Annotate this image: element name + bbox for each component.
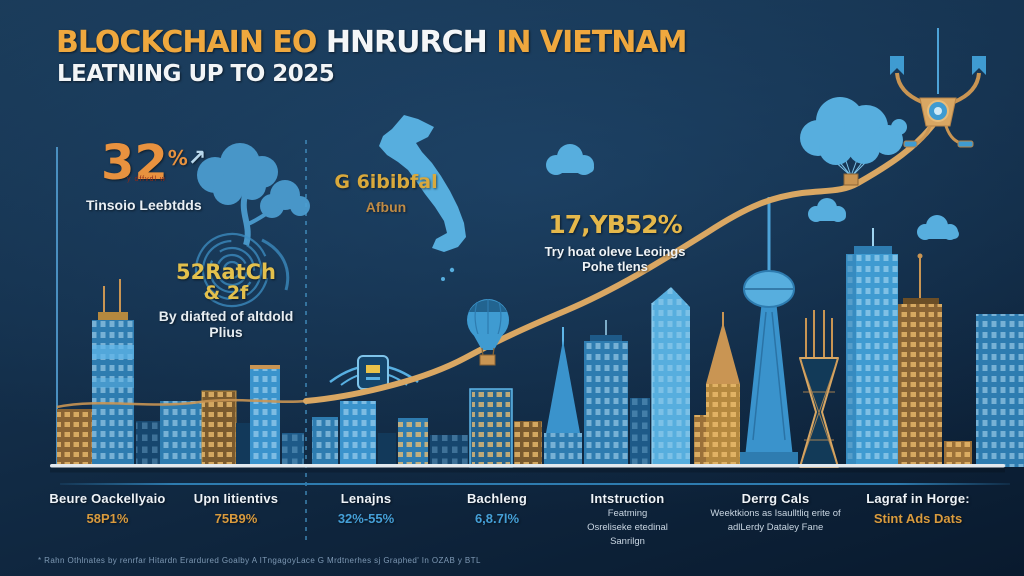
footer-stat-note-line: adlLerdy Dataley Fane — [727, 522, 824, 533]
map-label: G 6ibibfal Afbun — [328, 171, 444, 215]
highlight-line2: & 2f — [203, 282, 249, 304]
bottom-divider-line — [60, 483, 1010, 485]
highlight-line1: 52RatCh — [176, 260, 276, 284]
hot-air-balloon-icon — [467, 299, 509, 366]
footer-stat-label: Beure Oackellyaio — [49, 491, 166, 506]
city-skyline — [57, 197, 1024, 468]
map-label-line2: Afbun — [365, 199, 407, 215]
observation-tower — [740, 197, 798, 467]
lattice-tower — [799, 310, 839, 468]
footer-stat-2: Upn Iitientivs 75B9% — [172, 491, 300, 526]
footer-stat-value: 32%-55% — [337, 511, 395, 526]
footer-stat-value: 6,8.7l% — [474, 511, 520, 526]
footer-stat-label: Upn Iitientivs — [193, 491, 279, 506]
footer-stat-7: Lagraf in Horge: Stint Ads Dats — [843, 491, 993, 526]
title-part-1: BLOCKCHAIN EO — [56, 25, 317, 60]
map-label-line1: G 6ibibfal — [334, 171, 438, 193]
cloud-balloon-graphic — [800, 97, 907, 186]
footer-stat-label: Lagraf in Horge: — [866, 491, 970, 506]
vietnam-map-graphic — [379, 115, 466, 281]
footer-stat-label: Bachleng — [466, 491, 528, 506]
stat-adoption: 32%↗ — [101, 133, 206, 188]
highlight-sub-line1: By diafted of altdold — [158, 308, 294, 324]
fingerprint-graphic — [194, 232, 290, 308]
footnote-text: * Rahn Othlnates by renrfar Hitardn Erar… — [38, 556, 481, 565]
stat-adoption-subnote: y dffvdl w — [127, 176, 167, 183]
highlight-stat: 52RatCh & 2f — [158, 261, 294, 303]
highlight-sub-line2: Plius — [209, 324, 243, 340]
growth-stat-label-line1: Try hoat oleve Leoings — [544, 244, 686, 259]
footer-stat-note-line: Osreliseke etedinal — [587, 522, 668, 533]
page-subtitle: LEATNING UP TO 2025 — [57, 61, 335, 87]
ground-line — [50, 464, 1005, 473]
growth-stat-label-line2: Pohe tlens — [582, 259, 648, 274]
small-clouds — [546, 144, 959, 240]
footer-stat-label: Derrg Cals — [741, 491, 810, 506]
footer-stat-value: Stint Ads Dats — [873, 511, 963, 526]
footer-stat-1: Beure Oackellyaio 58P1% — [45, 491, 170, 526]
percent-sign: % — [167, 146, 188, 170]
footer-stat-note-line: Featming — [607, 508, 648, 519]
footer-stat-label: Intstruction — [590, 491, 665, 506]
growth-stat-value: 17,YB52% — [548, 210, 682, 239]
footer-stat-6: Derrg Cals Weektkions as Isaulltliq erit… — [693, 491, 858, 534]
growth-road-thin — [56, 398, 307, 409]
highlight-sublabel: By diafted of altdold Plius — [155, 308, 297, 340]
footer-stat-value: 75B9% — [214, 511, 258, 526]
title-part-3: IN VIETNAM — [496, 25, 687, 60]
footer-stat-note-line: Sanrilgn — [610, 536, 645, 547]
footer-stat-5: Intstruction Featming Osreliseke etedina… — [550, 491, 705, 548]
growth-stat: 17,YB52% Try hoat oleve Leoings Pohe tle… — [540, 210, 690, 274]
footer-stat-value: 58P1% — [86, 511, 129, 526]
stat-adoption-label: Tinsoio Leebtdds — [86, 197, 202, 213]
footer-stat-4: Bachleng 6,8.7l% — [435, 491, 559, 526]
stat-adoption-value: 32 — [101, 135, 168, 191]
tree-network-graphic — [197, 143, 310, 246]
footer-stat-3: Lenajns 32%-55% — [304, 491, 428, 526]
title-part-2: HNRURCH — [316, 25, 497, 60]
page-title: BLOCKCHAIN EO HNRURCH IN VIETNAM — [56, 25, 687, 60]
trend-up-arrow-icon: ↗ — [187, 146, 207, 171]
drone-icon — [890, 28, 986, 148]
footer-stat-label: Lenajns — [340, 491, 392, 506]
footer-stat-note-line: Weektkions as Isaulltliq erite of — [710, 508, 841, 519]
